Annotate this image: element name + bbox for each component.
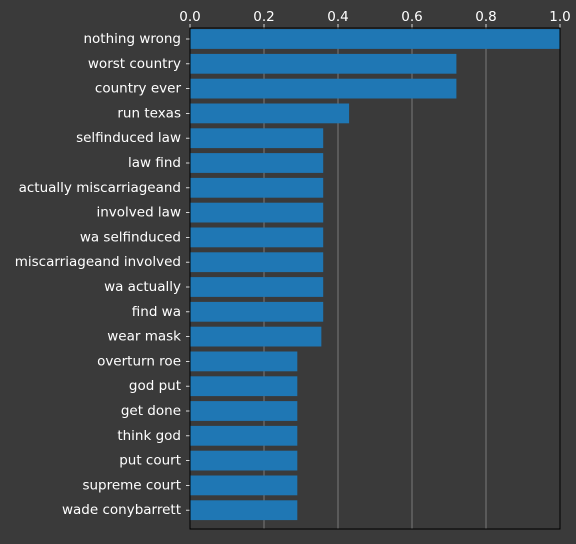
category-label-3: run texas <box>117 105 181 121</box>
category-label-16: think god <box>117 428 181 444</box>
bar-6 <box>190 177 324 198</box>
category-label-19: wade conybarrett <box>62 502 181 518</box>
bar-0 <box>190 29 560 49</box>
bar-16 <box>190 425 298 446</box>
bar-1 <box>190 53 457 74</box>
bar-11 <box>190 301 324 322</box>
plot-frame <box>189 27 561 530</box>
bar-3 <box>190 103 350 124</box>
bar-12 <box>190 326 322 347</box>
category-label-14: god put <box>129 378 181 394</box>
bar-8 <box>190 227 324 248</box>
category-label-17: put court <box>119 453 181 469</box>
bar-10 <box>190 277 324 297</box>
bar-5 <box>190 153 324 173</box>
bar-7 <box>190 202 324 223</box>
bar-2 <box>190 78 457 99</box>
category-labels: nothing wrong worst country country ever ru… <box>15 31 182 518</box>
category-label-9: miscarriageand involved <box>15 254 181 270</box>
category-label-7: involved law <box>96 205 181 221</box>
category-label-11: find wa <box>132 304 181 320</box>
category-label-1: worst country <box>88 56 181 72</box>
bar-15 <box>190 401 298 421</box>
bar-9 <box>190 252 324 273</box>
category-label-4: selfinduced law <box>76 130 181 146</box>
category-label-15: get done <box>121 403 181 419</box>
bar-13 <box>190 351 298 372</box>
bar-14 <box>190 376 298 397</box>
x-tick-label-4: 0.8 <box>475 9 496 25</box>
x-tick-label-5: 1.0 <box>549 9 570 25</box>
x-tick-label-3: 0.6 <box>401 9 422 25</box>
x-tick-label-0: 0.0 <box>179 9 200 25</box>
axes <box>186 24 561 530</box>
x-tick-label-1: 0.2 <box>253 9 274 25</box>
category-label-12: wear mask <box>107 329 181 345</box>
category-label-6: actually miscarriageand <box>19 180 181 196</box>
bars <box>190 29 560 521</box>
category-label-8: wa selfinduced <box>80 229 181 245</box>
category-label-13: overturn roe <box>97 353 181 369</box>
category-label-5: law find <box>128 155 181 171</box>
bar-19 <box>190 500 298 521</box>
x-tick-label-2: 0.4 <box>327 9 348 25</box>
bar-17 <box>190 450 298 471</box>
category-label-2: country ever <box>95 81 182 97</box>
category-label-0: nothing wrong <box>83 31 181 47</box>
category-label-10: wa actually <box>104 279 181 295</box>
bar-4 <box>190 128 324 149</box>
bar-18 <box>190 475 298 496</box>
category-label-18: supreme court <box>82 477 181 493</box>
x-tick-labels: 0.0 0.2 0.4 0.6 0.8 1.0 <box>179 9 570 25</box>
